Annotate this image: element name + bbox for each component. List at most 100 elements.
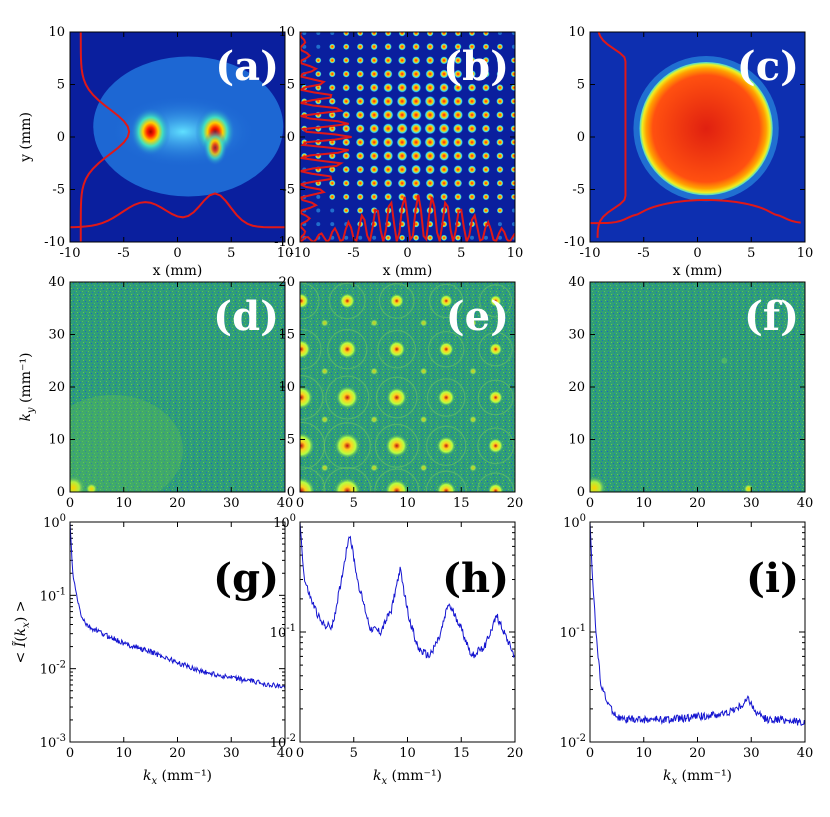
x-axis-label: x (mm) [383,263,433,279]
x-tick-label: 0 [296,496,304,511]
lattice-dot [382,150,394,162]
lattice-dot [425,69,435,79]
axes-frame [299,521,516,743]
heatmap-background [590,282,805,492]
lattice-dot [412,42,421,51]
y-tick-label: -5 [52,183,65,198]
panel-e: 0 5 10 15 20 0 5 10 15 20 (e) [278,275,524,511]
x-tick-label: 10 [797,246,814,261]
lattice-dot [510,57,515,64]
lattice-dot [453,69,463,79]
lattice-dot [424,136,436,149]
lattice-dot [342,179,350,187]
diffraction-ring [377,329,417,369]
lattice-dot [467,83,477,93]
x-tick-label: 0 [66,746,74,761]
lattice-dot [424,82,436,93]
k-peak [487,438,504,454]
lattice-dot [370,32,378,37]
panel-i: 0 10 20 30 40 100 10-1 10-2 (i) kx (mm⁻¹) [560,513,814,787]
lattice-dot [396,95,408,107]
heatmap-image [590,32,805,242]
horizontal-profile [70,192,285,229]
k-peak [320,463,329,472]
lattice-dot [412,234,420,242]
lattice-dot [496,70,504,78]
lattice-dot [369,109,380,121]
y-tick-label: 15 [278,328,295,343]
lattice-dot [330,208,335,213]
lattice-dot [467,179,477,188]
lattice-dot [356,43,364,51]
lattice-dot [483,235,488,240]
y-tick-label: 20 [568,380,585,395]
lattice-dot [467,123,477,134]
lattice-dot [510,124,515,133]
axes-frame [69,31,286,243]
k-peak [386,387,407,408]
diffraction-ring [323,422,371,470]
panel-g: 0 10 20 30 40 100 10-1 10-2 10-3 (g) kx (mm⁻¹) < Ĩ(… [11,513,293,787]
lattice-dot [453,56,463,65]
lattice-dot [398,32,406,37]
x-tick-label: 0 [586,496,594,511]
diffraction-ring [300,466,326,492]
diffraction-ring [374,468,420,492]
lattice-dot [355,83,365,92]
x-tick-label: 20 [689,746,706,761]
lattice-dot [467,96,477,106]
lattice-dot [424,164,436,175]
k-peak [320,367,329,376]
y-tick-label: 5 [577,78,585,93]
lattice-dot [452,137,464,148]
plot-background [590,522,805,742]
lattice-dot [510,70,515,78]
lattice-dot [384,42,392,51]
lattice-dot [497,32,502,36]
lattice-dot [370,43,378,51]
k-peak [300,476,316,492]
lattice-dot [330,32,335,36]
lattice-dot [342,56,350,64]
y-axis-label: y (mm) [18,112,34,163]
x-tick-label: 20 [169,496,186,511]
lattice-dot [342,83,351,92]
lattice-dot [452,109,464,121]
k-peak [320,415,329,424]
x-tick-label: 20 [507,496,524,511]
y-tick-label: -10 [274,235,295,250]
lattice-dot [328,193,336,201]
lattice-dot [425,56,435,65]
x-tick-label: 40 [797,746,814,761]
y-tick-label: 10 [278,380,295,395]
lattice-dot [316,32,321,36]
lattice-dot [410,122,423,135]
lattice-dot [482,32,490,37]
k-peak [436,436,456,456]
lattice-dot [470,235,474,240]
y-tick-label: 30 [568,328,585,343]
lattice-dot [424,150,436,162]
lattice-dot [356,32,364,37]
panel-label: (c) [737,43,799,90]
lattice-dot [497,235,502,240]
lattice-dot [328,70,336,78]
spectrum-line [299,521,516,659]
lattice-dot [342,151,351,160]
diffraction-ring [327,329,368,370]
k-peak [419,463,428,472]
panel-f: 0 10 20 30 40 0 10 20 30 40 (f) [568,275,813,511]
x-tick-label: 0 [296,746,304,761]
k-peak [389,293,405,309]
lattice-dot [382,96,394,107]
k-peak [438,341,454,357]
panel-label: (b) [443,43,509,90]
x-tick-label: 0 [173,246,181,261]
plot-background [70,522,285,742]
lattice-dot [410,109,423,121]
y-tick-label: 10 [48,433,65,448]
k-peak [469,367,478,376]
diffraction-ring [300,375,324,420]
lattice-dot [396,82,408,93]
lattice-dot [439,56,449,65]
